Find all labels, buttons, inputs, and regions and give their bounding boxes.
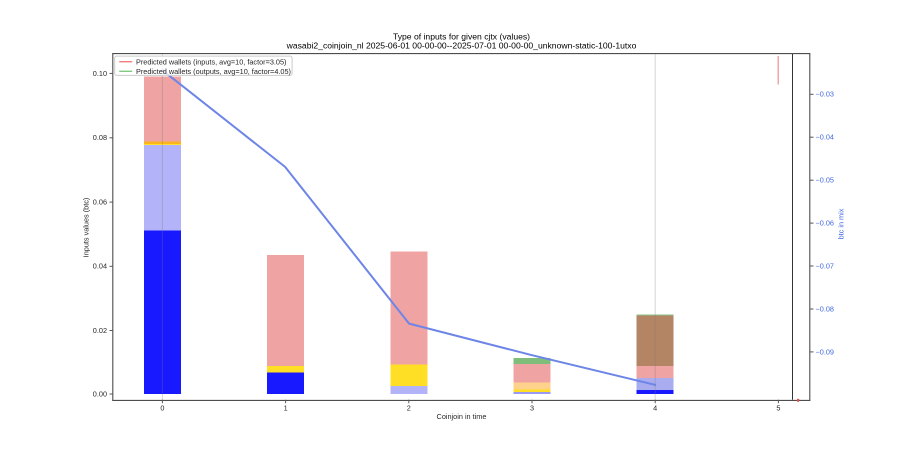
svg-text:Predicted wallets (inputs, avg: Predicted wallets (inputs, avg=10, facto…	[136, 57, 286, 66]
svg-text:0.02: 0.02	[93, 326, 107, 335]
svg-text:0: 0	[160, 404, 164, 413]
svg-text:0.04: 0.04	[93, 262, 107, 271]
svg-text:−0.03: −0.03	[816, 90, 834, 99]
svg-text:−0.04: −0.04	[816, 133, 834, 142]
svg-text:1: 1	[284, 404, 288, 413]
svg-text:0.10: 0.10	[93, 69, 107, 78]
svg-text:4: 4	[653, 404, 657, 413]
svg-text:−0.05: −0.05	[816, 176, 834, 185]
svg-text:0.06: 0.06	[93, 198, 107, 207]
svg-text:wasabi2_coinjoin_nl 2025-06-01: wasabi2_coinjoin_nl 2025-06-01 00-00-00-…	[286, 41, 637, 51]
svg-text:Inputs values (btc): Inputs values (btc)	[82, 198, 91, 258]
svg-text:0.08: 0.08	[93, 133, 107, 142]
svg-text:−0.07: −0.07	[816, 261, 834, 270]
svg-text:Predicted wallets (outputs, av: Predicted wallets (outputs, avg=10, fact…	[136, 67, 291, 76]
svg-text:5: 5	[776, 404, 780, 413]
svg-text:−0.09: −0.09	[816, 347, 834, 356]
svg-text:−0.06: −0.06	[816, 219, 834, 228]
svg-text:0.00: 0.00	[93, 389, 107, 398]
svg-text:Coinjoin in time: Coinjoin in time	[437, 412, 487, 421]
svg-text:3: 3	[530, 404, 534, 413]
svg-text:Type of inputs for given cjtx: Type of inputs for given cjtx (values)	[393, 32, 530, 42]
svg-text:btc in mix: btc in mix	[837, 208, 846, 239]
svg-text:2: 2	[407, 404, 411, 413]
svg-text:−0.08: −0.08	[816, 304, 834, 313]
